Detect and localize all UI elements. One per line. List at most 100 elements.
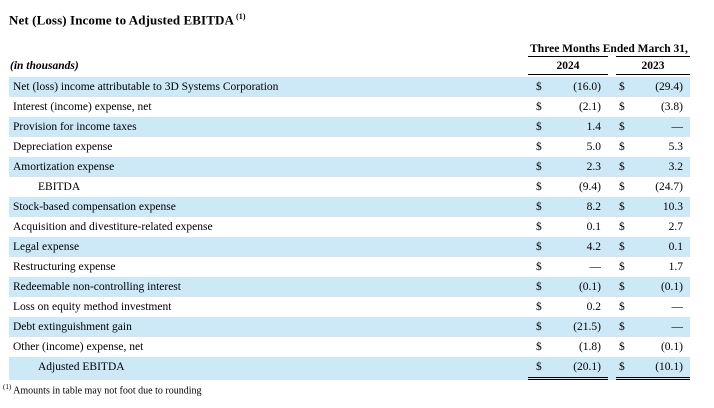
cell-2023: $ 0.1 (616, 237, 690, 258)
row-label: Stock-based compensation expense (9, 197, 528, 218)
dollar-sign: $ (619, 201, 625, 214)
dollar-sign: $ (536, 121, 542, 134)
cell-2023: $ 3.2 (616, 157, 690, 179)
cell-2024: $ 4.2 (528, 237, 608, 258)
dollar-sign: $ (536, 201, 542, 214)
row-label: Loss on equity method investment (9, 297, 528, 318)
cell-2024: $ 8.2 (528, 197, 608, 218)
cell-2023: $ 5.3 (616, 137, 690, 158)
table-row: EBITDA $ (9.4) $ (24.7) (9, 177, 690, 198)
column-gap (608, 217, 616, 238)
value-2024: 1.4 (586, 121, 601, 134)
column-gap (608, 257, 616, 278)
table-period-header-row: Three Months Ended March 31, (9, 40, 690, 58)
cell-2023: $ — (616, 297, 690, 318)
page-title-text: Net (Loss) Income to Adjusted EBITDA (9, 12, 234, 28)
row-label: Amortization expense (9, 157, 528, 179)
value-2024: (2.1) (578, 101, 601, 114)
row-label: EBITDA (9, 177, 528, 198)
title-footnote-ref: (1) (235, 12, 246, 21)
column-gap (608, 317, 616, 338)
document-page: Net (Loss) Income to Adjusted EBITDA (1) … (3, 8, 714, 397)
column-gap (608, 197, 616, 218)
cell-2024: $ (20.1) (528, 357, 608, 381)
cell-2023: $ (0.1) (616, 277, 690, 298)
dollar-sign: $ (536, 161, 542, 174)
cell-2023: $ 10.3 (616, 197, 690, 218)
period-underline-2023 (616, 40, 690, 58)
row-label: Redeemable non-controlling interest (9, 277, 528, 298)
column-gap (608, 297, 616, 318)
value-2024: 0.1 (586, 221, 601, 234)
value-2023: — (671, 321, 684, 334)
cell-2024: $ (1.8) (528, 337, 608, 359)
cell-2023: $ (0.1) (616, 337, 690, 359)
value-2024: (9.4) (578, 181, 601, 194)
row-label: Debt extinguishment gain (9, 317, 528, 338)
dollar-sign: $ (536, 141, 542, 154)
page-title: Net (Loss) Income to Adjusted EBITDA (1) (9, 8, 714, 28)
value-2024: 2.3 (586, 161, 601, 174)
dollar-sign: $ (619, 121, 625, 134)
dollar-sign: $ (536, 241, 542, 254)
row-label: Interest (income) expense, net (9, 97, 528, 118)
cell-2024: $ (16.0) (528, 77, 608, 98)
column-gap (608, 137, 616, 158)
dollar-sign: $ (536, 341, 542, 354)
dollar-sign: $ (619, 341, 625, 354)
dollar-sign: $ (536, 321, 542, 334)
column-gap (608, 177, 616, 198)
dollar-sign: $ (536, 81, 542, 94)
value-2023: 5.3 (668, 141, 683, 154)
table-row: Adjusted EBITDA $ (20.1) $ (10.1) (9, 357, 690, 381)
cell-2023: $ (29.4) (616, 77, 690, 98)
value-2023: (24.7) (655, 181, 683, 194)
column-gap (608, 97, 616, 118)
column-gap (608, 357, 616, 381)
table-body: Net (loss) income attributable to 3D Sys… (9, 77, 690, 381)
table-row: Amortization expense $ 2.3 $ 3.2 (9, 157, 690, 179)
value-2023: — (671, 301, 684, 314)
column-header-2023: 2023 (616, 58, 690, 76)
dollar-sign: $ (619, 281, 625, 294)
cell-2024: $ (9.4) (528, 177, 608, 198)
value-2024: 8.2 (586, 201, 601, 214)
table-row: Net (loss) income attributable to 3D Sys… (9, 77, 690, 98)
dollar-sign: $ (536, 221, 542, 234)
column-gap (608, 117, 616, 138)
period-underline-2024 (528, 40, 608, 58)
header-spacer-cell (9, 40, 528, 57)
cell-2023: $ 2.7 (616, 217, 690, 238)
value-2024: (20.1) (573, 361, 601, 374)
row-label: Restructuring expense (9, 257, 528, 278)
value-2023: — (671, 121, 684, 134)
row-label: Depreciation expense (9, 137, 528, 158)
footnote-ref: (1) (3, 383, 12, 392)
value-2023: 2.7 (668, 221, 683, 234)
dollar-sign: $ (619, 141, 625, 154)
table-row: Stock-based compensation expense $ 8.2 $… (9, 197, 690, 218)
period-header-label: Three Months Ended March 31, (530, 43, 688, 56)
dollar-sign: $ (536, 101, 542, 114)
cell-2023: $ 1.7 (616, 257, 690, 278)
row-label: Net (loss) income attributable to 3D Sys… (9, 77, 528, 98)
table-row: Other (income) expense, net $ (1.8) $ (0… (9, 337, 690, 359)
table-row: Debt extinguishment gain $ (21.5) $ — (9, 317, 690, 338)
units-label: (in thousands) (10, 60, 79, 73)
cell-2024: $ 2.3 (528, 157, 608, 179)
row-label: Legal expense (9, 237, 528, 258)
table-row: Acquisition and divestiture-related expe… (9, 217, 690, 238)
value-2024: (1.8) (578, 341, 601, 354)
cell-2024: $ 1.4 (528, 117, 608, 138)
value-2024: (21.5) (573, 321, 601, 334)
dollar-sign: $ (536, 181, 542, 194)
table-column-header-row: (in thousands) 2024 2023 (9, 57, 690, 76)
dollar-sign: $ (619, 301, 625, 314)
value-2023: (3.8) (660, 101, 683, 114)
value-2024: 4.2 (586, 241, 601, 254)
dollar-sign: $ (619, 81, 625, 94)
dollar-sign: $ (619, 321, 625, 334)
column-gap (608, 157, 616, 179)
dollar-sign: $ (619, 161, 625, 174)
dollar-sign: $ (536, 281, 542, 294)
